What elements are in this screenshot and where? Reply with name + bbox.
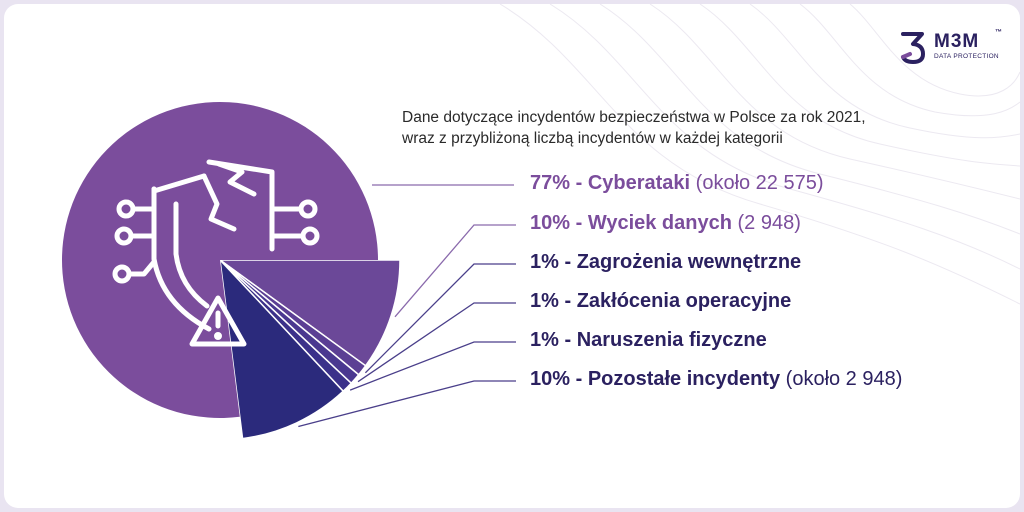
- pie-chart: [61, 102, 516, 440]
- legend-percent: 1%: [530, 251, 559, 273]
- leader-line-4: [349, 341, 516, 391]
- leader-lines: [298, 184, 516, 428]
- pie-slice-5: [218, 257, 345, 440]
- infographic-card: M3M ™ DATA PROTECTION: [4, 4, 1020, 508]
- subtitle-line-2: wraz z przybliżoną liczbą incydentów w k…: [402, 130, 783, 147]
- background-waves: [499, 4, 1020, 305]
- shield-circuit-broken-icon: [112, 159, 320, 332]
- subtitle-line-1: Dane dotyczące incydentów bezpieczeństwa…: [402, 109, 866, 126]
- warning-triangle-icon: [189, 295, 247, 347]
- legend-item-zagrozenia-wewnetrzne: 1% - Zagrożenia wewnętrzne: [530, 251, 802, 273]
- leader-line-3: [357, 302, 516, 383]
- logo-trademark: ™: [995, 29, 1002, 36]
- logo-name: M3M: [934, 31, 980, 52]
- legend-note: (około 22 575): [695, 172, 824, 194]
- pie-slices: [61, 102, 401, 440]
- leader-line-5: [298, 380, 516, 428]
- legend-note: (około 2 948): [785, 368, 903, 390]
- legend-item-pozostale-incydenty: 10% - Pozostałe incydenty (około 2 948): [530, 368, 903, 390]
- legend-item-naruszenia-fizyczne: 1% - Naruszenia fizyczne: [530, 329, 767, 351]
- legend-percent: 1%: [530, 290, 559, 312]
- legend-item-wyciek-danych: 10% - Wyciek danych (2 948): [530, 212, 801, 234]
- legend-note: (2 948): [737, 212, 801, 234]
- legend-percent: 10%: [530, 212, 571, 234]
- legend-name: Wyciek danych: [587, 212, 732, 234]
- leader-line-2: [364, 263, 516, 374]
- pie-slice-1: [217, 259, 401, 367]
- legend-name: Naruszenia fizyczne: [576, 329, 767, 351]
- legend-item-zaklocenia-operacyjne: 1% - Zakłócenia operacyjne: [530, 290, 792, 312]
- legend-item-cyberataki: 77% - Cyberataki (około 22 575): [530, 172, 824, 194]
- logo-tagline: DATA PROTECTION: [934, 53, 999, 60]
- legend-name: Pozostałe incydenty: [587, 368, 781, 390]
- m3m-logo-icon: [901, 32, 925, 64]
- legend-percent: 77%: [530, 172, 571, 194]
- m3m-logo: M3M ™ DATA PROTECTION: [900, 29, 1010, 67]
- legend-percent: 10%: [530, 368, 571, 390]
- leader-line-1: [394, 224, 516, 318]
- legend-name: Zakłócenia operacyjne: [576, 290, 792, 312]
- pie-slice-0: [61, 102, 378, 419]
- legend-percent: 1%: [530, 329, 559, 351]
- chart-subtitle: Dane dotyczące incydentów bezpieczeństwa…: [402, 107, 866, 149]
- legend-name: Zagrożenia wewnętrzne: [576, 251, 802, 273]
- legend-name: Cyberataki: [587, 172, 691, 194]
